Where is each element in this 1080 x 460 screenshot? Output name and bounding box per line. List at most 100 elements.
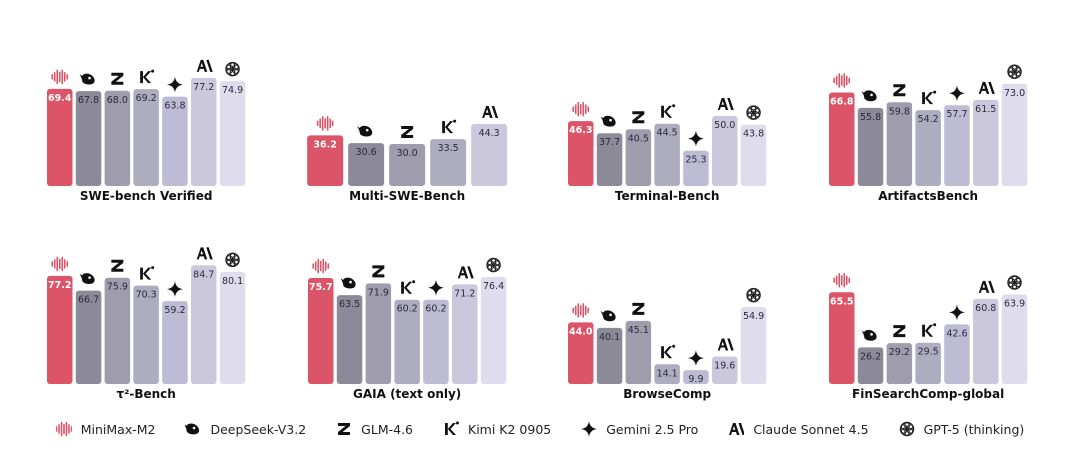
bar-gemini-2-5-pro — [944, 105, 970, 186]
chart-title: GAIA (text only) — [353, 387, 461, 401]
bar-gpt-5-thinking- — [219, 271, 246, 384]
legend-item: GPT-5 (thinking) — [899, 421, 1024, 437]
bar-claude-sonnet-4-5 — [191, 77, 217, 186]
minimax-wave-icon — [55, 421, 72, 437]
data-label: 60.8 — [975, 303, 996, 314]
gemini-sparkle-icon — [948, 304, 965, 321]
minimax-wave-icon — [51, 256, 69, 272]
deepseek-whale-icon — [79, 73, 95, 85]
legend-item: DeepSeek-V3.2 — [185, 421, 306, 437]
openai-logo-icon — [1007, 275, 1022, 290]
bar-claude-sonnet-4-5 — [191, 265, 217, 384]
legend-item: MiniMax-M2 — [55, 421, 156, 437]
data-label: 73.0 — [1004, 88, 1025, 99]
kimi-k-icon — [442, 119, 457, 134]
deepseek-whale-icon — [600, 310, 616, 322]
chart-panel: 66.8 55.8 59.8 54.2 57.7 61.5 73.0 ArtifactsBen… — [829, 64, 1028, 203]
data-label: 55.8 — [860, 112, 881, 123]
data-label: 54.9 — [743, 311, 764, 322]
bar-claude-sonnet-4-5 — [471, 123, 508, 186]
bar-deepseek-v3-2 — [336, 295, 363, 384]
bar-gpt-5-thinking- — [1001, 294, 1028, 384]
data-label: 69.4 — [48, 93, 72, 104]
deepseek-whale-icon — [79, 273, 95, 285]
gemini-sparkle-icon — [427, 279, 444, 296]
bar-kimi-k2-0905 — [430, 139, 467, 186]
chart-panel: 46.3 37.7 40.5 44.5 25.3 50.0 43.8 Terminal-Ben… — [568, 98, 767, 203]
data-label: 30.0 — [397, 148, 418, 159]
bar-glm-4-6 — [886, 343, 913, 384]
bar-gemini-2-5-pro — [944, 324, 970, 384]
openai-logo-icon — [1007, 64, 1022, 80]
chart-panel: 77.2 66.7 75.9 70.3 59.2 84.7 80.1 τ²-Bench — [47, 247, 246, 401]
deepseek-whale-icon — [861, 329, 877, 341]
bar-claude-sonnet-4-5 — [452, 284, 478, 384]
bar-claude-sonnet-4-5 — [973, 99, 999, 186]
data-label: 45.1 — [628, 325, 649, 336]
gemini-sparkle-icon — [948, 85, 965, 102]
anthropic-logo-icon — [717, 98, 734, 110]
chart-title: Multi-SWE-Bench — [349, 189, 465, 203]
legend-item: GLM-4.6 — [336, 421, 413, 437]
bar-minimax-m2 — [568, 322, 594, 384]
chart-panel: 69.4 67.8 68.0 69.2 63.8 77.2 74.9 SWE-bench Ve… — [47, 59, 246, 203]
bar-kimi-k2-0905 — [133, 89, 159, 186]
zhipu-z-icon — [632, 302, 645, 315]
openai-logo-icon — [899, 421, 914, 437]
deepseek-whale-icon — [340, 277, 356, 289]
openai-logo-icon — [486, 257, 501, 273]
chart-title: Terminal-Bench — [615, 189, 719, 203]
benchmark-bar-charts: 69.4 67.8 68.0 69.2 63.8 77.2 74.9 SWE-bench Ve… — [47, 59, 1028, 401]
bar-gemini-2-5-pro — [162, 96, 188, 186]
deepseek-whale-icon — [861, 90, 877, 102]
minimax-wave-icon — [833, 272, 851, 288]
anthropic-logo-icon — [717, 338, 734, 351]
data-label: 44.3 — [479, 128, 500, 139]
data-label: 43.8 — [743, 129, 764, 140]
data-label: 63.8 — [164, 101, 185, 112]
bar-glm-4-6 — [886, 102, 913, 186]
kimi-k-icon — [140, 69, 155, 84]
data-label: 84.7 — [193, 269, 214, 280]
bar-minimax-m2 — [47, 275, 73, 384]
data-label: 75.9 — [107, 282, 128, 293]
bar-gpt-5-thinking- — [480, 277, 507, 384]
bar-claude-sonnet-4-5 — [712, 356, 738, 384]
deepseek-whale-icon — [185, 423, 200, 435]
bar-kimi-k2-0905 — [654, 123, 680, 186]
data-label: 19.6 — [714, 361, 735, 372]
legend-item: Kimi K2 0905 — [443, 421, 551, 437]
bar-gpt-5-thinking- — [740, 307, 767, 384]
zhipu-z-icon — [111, 259, 124, 272]
data-label: 66.8 — [830, 96, 854, 107]
openai-logo-icon — [746, 105, 761, 120]
chart-title: ArtifactsBench — [878, 189, 978, 203]
bar-minimax-m2 — [308, 278, 334, 384]
chart-title: SWE-bench Verified — [80, 189, 213, 203]
minimax-wave-icon — [51, 69, 69, 85]
data-label: 14.1 — [657, 368, 678, 379]
bar-glm-4-6 — [104, 90, 131, 186]
chart-panel: 75.7 63.5 71.9 60.2 60.2 71.2 76.4 GAIA (text o… — [308, 257, 507, 401]
chart-panel: 65.5 26.2 29.2 29.5 42.6 60.8 63.9 FinSearchCom… — [829, 272, 1028, 401]
gemini-sparkle-icon — [581, 421, 598, 437]
data-label: 61.5 — [975, 104, 996, 115]
deepseek-whale-icon — [357, 125, 373, 137]
data-label: 63.9 — [1004, 299, 1025, 310]
data-label: 29.5 — [918, 347, 939, 358]
gemini-sparkle-icon — [166, 281, 183, 298]
zhipu-z-icon — [372, 265, 385, 278]
data-label: 40.1 — [599, 332, 620, 343]
legend-label: MiniMax-M2 — [80, 421, 156, 437]
data-label: 63.5 — [339, 299, 360, 310]
bar-kimi-k2-0905 — [915, 342, 941, 384]
deepseek-whale-icon — [600, 115, 616, 127]
legend-label: GLM-4.6 — [361, 421, 413, 437]
data-label: 42.6 — [946, 328, 967, 339]
zhipu-z-icon — [632, 111, 645, 124]
openai-logo-icon — [225, 252, 240, 268]
data-label: 29.2 — [889, 347, 910, 358]
anthropic-logo-icon — [196, 247, 213, 260]
bar-deepseek-v3-2 — [75, 91, 102, 186]
data-label: 57.7 — [946, 109, 967, 120]
